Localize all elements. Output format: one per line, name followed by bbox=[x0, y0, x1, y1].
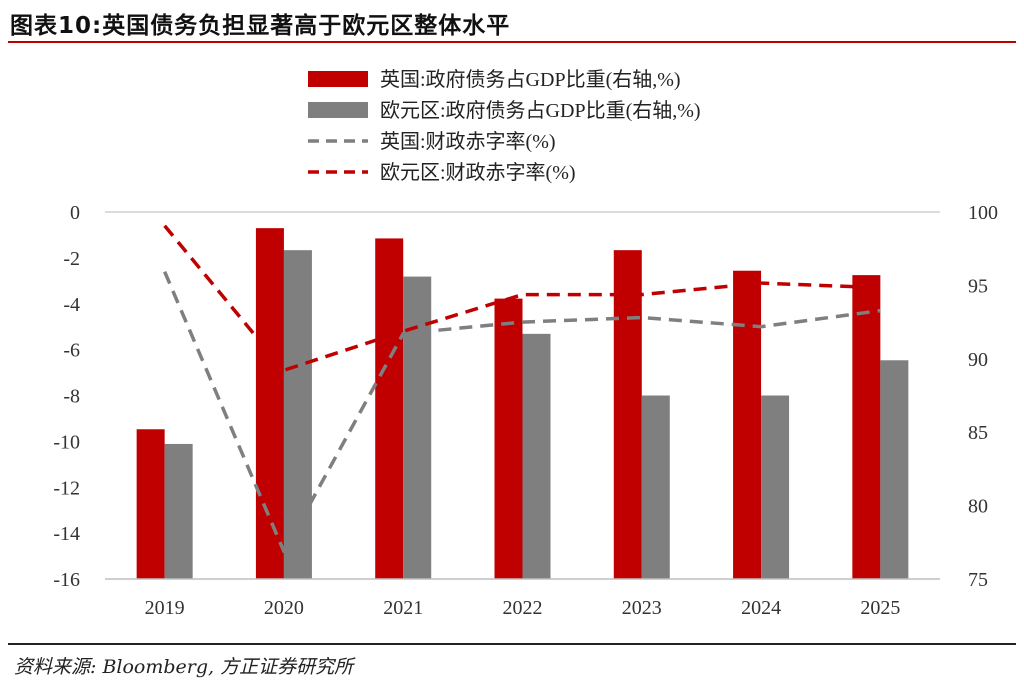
bar-euro-2019 bbox=[164, 443, 193, 579]
footer-rule bbox=[8, 643, 1016, 645]
bars bbox=[136, 228, 909, 579]
bar-euro-2021 bbox=[403, 276, 432, 579]
bar-uk-2025 bbox=[852, 275, 881, 579]
title-rule bbox=[8, 41, 1016, 43]
left-tick-label: -12 bbox=[53, 477, 80, 499]
left-tick-label: -10 bbox=[53, 431, 80, 453]
right-tick-label: 85 bbox=[968, 422, 988, 444]
lines bbox=[163, 224, 881, 554]
legend-label-line-0: 英国:财政赤字率(%) bbox=[380, 130, 556, 153]
bar-euro-2020 bbox=[283, 250, 312, 579]
x-tick-label: 2024 bbox=[741, 597, 781, 619]
bar-euro-2022 bbox=[522, 333, 551, 579]
right-tick-label: 80 bbox=[968, 496, 988, 518]
left-tick-label: -4 bbox=[63, 294, 80, 316]
x-axis: 2019 2020 2021 2022 2023 2024 2025 bbox=[105, 578, 940, 619]
bar-uk-2021 bbox=[375, 238, 404, 579]
legend: 英国:政府债务占GDP比重(右轴,%) 欧元区:政府债务占GDP比重(右轴,%) 英… bbox=[308, 68, 701, 184]
legend-label-bar-0: 英国:政府债务占GDP比重(右轴,%) bbox=[380, 68, 681, 91]
bar-uk-2022 bbox=[494, 298, 523, 579]
right-tick-label: 90 bbox=[968, 349, 988, 371]
x-tick-label: 2022 bbox=[503, 597, 543, 619]
left-tick-label: 0 bbox=[70, 202, 80, 224]
x-tick-label: 2021 bbox=[383, 597, 423, 619]
source-note: 资料来源: Bloomberg, 方正证券研究所 bbox=[14, 656, 354, 678]
left-tick-label: -8 bbox=[63, 386, 80, 408]
left-tick-label: -6 bbox=[63, 340, 80, 362]
chart-title: 图表10:英国债务负担显著高于欧元区整体水平 bbox=[10, 13, 511, 39]
bar-uk-2024 bbox=[733, 270, 762, 579]
left-axis: 0 -2 -4 -6 -8 -10 -12 -14 -16 bbox=[53, 202, 940, 591]
bar-uk-2023 bbox=[613, 250, 642, 579]
bar-uk-2019 bbox=[136, 429, 165, 579]
right-tick-label: 100 bbox=[968, 202, 998, 224]
legend-swatch-bar-0 bbox=[308, 71, 368, 87]
x-tick-label: 2020 bbox=[264, 597, 304, 619]
legend-swatch-bar-1 bbox=[308, 102, 368, 118]
left-tick-label: -14 bbox=[53, 523, 80, 545]
left-tick-label: -16 bbox=[53, 569, 80, 591]
left-tick-label: -2 bbox=[63, 248, 80, 270]
right-tick-label: 95 bbox=[968, 275, 988, 297]
bar-uk-2020 bbox=[255, 228, 284, 579]
bar-euro-2025 bbox=[880, 360, 909, 579]
right-axis: 100 95 90 85 80 75 bbox=[968, 202, 998, 591]
x-tick-label: 2025 bbox=[860, 597, 900, 619]
x-tick-label: 2023 bbox=[622, 597, 662, 619]
legend-label-bar-1: 欧元区:政府债务占GDP比重(右轴,%) bbox=[380, 99, 701, 122]
legend-label-line-1: 欧元区:财政赤字率(%) bbox=[380, 161, 576, 184]
bar-euro-2023 bbox=[641, 395, 670, 579]
x-tick-label: 2019 bbox=[145, 597, 185, 619]
right-tick-label: 75 bbox=[968, 569, 988, 591]
bar-euro-2024 bbox=[761, 395, 790, 579]
